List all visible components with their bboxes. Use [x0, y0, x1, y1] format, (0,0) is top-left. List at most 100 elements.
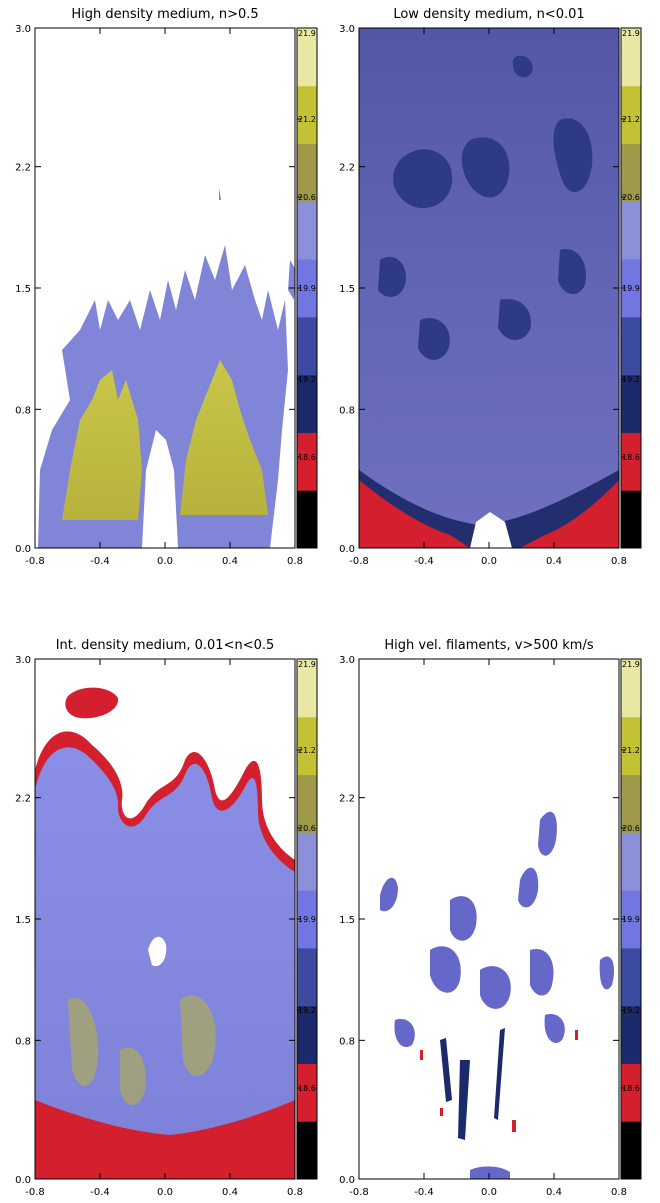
colorbar-tick-label: 18.6 — [622, 453, 640, 462]
panel-title: Int. density medium, 0.01<n<0.5 — [56, 638, 275, 653]
y-tick-label: 2.2 — [15, 794, 31, 805]
y-tick-label: 0.0 — [339, 1175, 355, 1186]
colorbar-tick-label: 19.2 — [622, 1006, 640, 1015]
density-region-white-gap — [142, 430, 178, 548]
x-tick-label: 0.4 — [546, 556, 562, 567]
colorbar-swatch — [621, 28, 641, 87]
colorbar-tick-label: 21.2 — [298, 746, 316, 755]
colorbar-swatch — [621, 490, 641, 549]
plot-frame — [358, 658, 620, 1180]
colorbar-swatch — [621, 716, 641, 776]
y-tick-label: 1.5 — [339, 284, 355, 295]
colorbar-swatch — [297, 374, 317, 433]
colorbar-swatch — [621, 201, 641, 260]
y-tick-label: 3.0 — [339, 24, 355, 35]
density-region-filament — [288, 260, 295, 300]
colorbar-swatch — [621, 85, 641, 145]
x-tick-label: -0.8 — [25, 1187, 45, 1198]
colorbar-swatch — [297, 432, 317, 491]
density-region-yellow-left — [62, 370, 142, 520]
colorbar-swatch — [297, 774, 317, 833]
heatmap-image — [35, 687, 295, 1179]
colorbar-tick-label: 19.2 — [298, 1006, 316, 1015]
colorbar-swatch — [621, 1063, 641, 1122]
heatmap-image — [359, 28, 619, 548]
y-tick-label: 0.8 — [339, 1036, 355, 1047]
colorbar-swatch — [621, 659, 641, 718]
heatmap-image — [380, 811, 615, 1179]
x-tick-label: 0.0 — [481, 1187, 497, 1198]
colorbar-swatch — [297, 259, 317, 318]
panel-high-velocity: High vel. filaments, v>500 km/s 0.0 0.8 1.… — [339, 638, 642, 1198]
density-region-blue-body — [35, 747, 295, 1135]
colorbar-tick-label: 21.9 — [298, 29, 316, 38]
x-tick-label: -0.8 — [25, 556, 45, 567]
colorbar-swatch — [297, 201, 317, 260]
colorbar-swatch — [297, 659, 317, 718]
colorbar-tick-label: 19.9 — [622, 284, 640, 293]
colorbar-swatch — [297, 1121, 317, 1180]
y-tick-label: 0.0 — [15, 544, 31, 555]
y-tick-label: 2.2 — [15, 163, 31, 174]
density-region-white-core — [470, 512, 512, 548]
panel-title: High vel. filaments, v>500 km/s — [384, 638, 593, 653]
colorbar-tick-label: 18.6 — [298, 453, 316, 462]
x-tick-label: 0.8 — [611, 1187, 627, 1198]
colorbar-swatch — [297, 832, 317, 891]
colorbar-tick-label: 21.2 — [622, 746, 640, 755]
y-axis: 0.0 0.8 1.5 2.2 3.0 — [339, 655, 619, 1186]
colorbar: 17.9 18.6 19.2 19.9 20.6 21.2 21.9 — [296, 27, 318, 549]
colorbar-swatch — [297, 28, 317, 87]
colorbar-tick-label: 21.9 — [298, 660, 316, 669]
x-tick-label: 0.8 — [287, 556, 303, 567]
x-axis: -0.8 -0.4 0.0 0.4 0.8 — [349, 28, 627, 567]
panel-high-density: High density medium, n>0.5 0.0 0.8 1.5 2.2 3… — [15, 7, 318, 567]
colorbar-swatch — [621, 832, 641, 891]
colorbar-swatch — [297, 85, 317, 145]
colorbar-tick-label: 20.6 — [298, 193, 316, 202]
colorbar-swatch — [297, 490, 317, 549]
colorbar-swatch — [621, 1005, 641, 1064]
colorbar-tick-label: 18.6 — [298, 1084, 316, 1093]
colorbar-tick-label: 18.6 — [622, 1084, 640, 1093]
colorbar-tick-label: 17.9 — [622, 1170, 640, 1179]
colorbar-tick-label: 21.9 — [622, 660, 640, 669]
x-tick-label: 0.0 — [481, 556, 497, 567]
colorbar: 17.9 18.6 19.2 19.9 20.6 21.2 21.9 — [620, 27, 642, 549]
density-region-red-rim — [359, 480, 619, 548]
density-region-white-hole — [148, 936, 167, 967]
density-region-yellow-patch — [68, 995, 216, 1105]
x-tick-label: 0.8 — [287, 1187, 303, 1198]
colorbar-tick-label: 20.6 — [622, 824, 640, 833]
colorbar-tick-label: 21.9 — [622, 29, 640, 38]
colorbar-tick-label: 19.9 — [622, 915, 640, 924]
y-tick-label: 1.5 — [15, 284, 31, 295]
colorbar-tick-label: 19.2 — [298, 375, 316, 384]
colorbar-swatch — [621, 143, 641, 202]
panel-title: High density medium, n>0.5 — [71, 7, 258, 22]
x-tick-label: -0.4 — [414, 556, 434, 567]
y-tick-label: 3.0 — [339, 655, 355, 666]
y-tick-label: 3.0 — [15, 24, 31, 35]
colorbar-swatch — [297, 947, 317, 1007]
panel-title: Low density medium, n<0.01 — [393, 7, 584, 22]
x-tick-label: -0.4 — [90, 1187, 110, 1198]
colorbar-tick-label: 17.9 — [298, 539, 316, 548]
colorbar-swatch — [621, 1121, 641, 1180]
colorbar-tick-label: 17.9 — [298, 1170, 316, 1179]
colorbar-tick-label: 17.9 — [622, 539, 640, 548]
colorbar-swatch — [621, 774, 641, 833]
x-axis: -0.8 -0.4 0.0 0.4 0.8 — [349, 659, 627, 1198]
x-tick-label: -0.8 — [349, 556, 369, 567]
colorbar-tick-label: 19.9 — [298, 915, 316, 924]
heatmap-image — [38, 188, 295, 548]
colorbar-swatch — [297, 890, 317, 949]
y-axis: 0.0 0.8 1.5 2.2 3.0 — [339, 24, 619, 555]
y-tick-label: 1.5 — [15, 915, 31, 926]
colorbar-tick-label: 19.2 — [622, 375, 640, 384]
colorbar: 17.9 18.6 19.2 19.9 20.6 21.2 21.9 — [296, 658, 318, 1180]
y-tick-label: 1.5 — [339, 915, 355, 926]
x-axis: -0.8 -0.4 0.0 0.4 0.8 — [25, 659, 303, 1198]
y-tick-label: 2.2 — [339, 163, 355, 174]
